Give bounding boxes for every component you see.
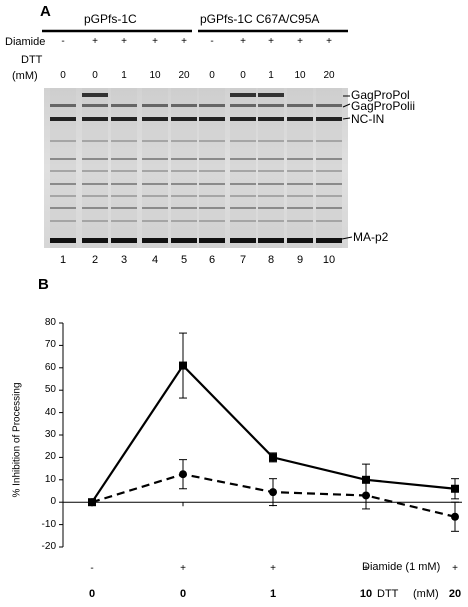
panel-b-label: B: [38, 276, 49, 293]
y-tick-label: -10: [41, 518, 56, 530]
lane-diamide-sign: +: [92, 36, 98, 47]
lane-diamide-sign: +: [240, 36, 246, 47]
chart-diamide-row-label: Diamide (1 mM): [362, 561, 441, 573]
y-tick-label: 0: [50, 496, 56, 508]
lane-dtt-value: 0: [240, 70, 246, 81]
lane-dtt-value: 0: [209, 70, 215, 81]
lane-diamide-sign: +: [326, 36, 332, 47]
chart-diamide-sign: +: [180, 563, 186, 574]
lane-dtt-value: 20: [323, 70, 335, 81]
lane-dtt-value: 20: [178, 70, 190, 81]
lane-diamide-sign: +: [152, 36, 158, 47]
lane-diamide-sign: +: [121, 36, 127, 47]
lane-number: 10: [322, 254, 336, 266]
data-point-square: [179, 361, 187, 370]
gel-lane: [111, 88, 137, 248]
y-axis-label: % Inhibition of Processing: [11, 382, 23, 498]
gel-lane: [82, 88, 108, 248]
band-label-gagpropol: GagProPol: [351, 88, 410, 102]
chart-dtt-value: 1: [269, 588, 277, 600]
chart-dtt-value: 10: [359, 588, 373, 600]
lane-number: 7: [239, 254, 247, 266]
band-label-ma-p2: MA-p2: [353, 230, 389, 244]
lane-number: 6: [208, 254, 216, 266]
y-tick-label: 40: [44, 406, 56, 418]
y-tick-label: 50: [44, 384, 56, 396]
lane-dtt-value: 1: [268, 70, 274, 81]
data-point-square: [269, 453, 277, 462]
dtt-unit-label: (mM): [12, 70, 38, 82]
y-tick-label: 20: [44, 451, 56, 463]
lane-number: 8: [267, 254, 275, 266]
lane-number: 1: [59, 254, 67, 266]
gel-lane: [316, 88, 342, 248]
gel-lane: [199, 88, 225, 248]
lane-diamide-sign: -: [61, 36, 65, 47]
band-label-gagpropolii: GagProPolii: [351, 99, 416, 113]
lane-number: 4: [151, 254, 159, 266]
gel-lane: [258, 88, 284, 248]
lane-diamide-sign: -: [210, 36, 214, 47]
data-point-circle: [269, 488, 277, 497]
gel-lane: [230, 88, 256, 248]
lane-dtt-value: 10: [294, 70, 306, 81]
chart-diamide-sign: -: [90, 563, 94, 574]
chart-dtt-row-label: DTT: [377, 588, 399, 600]
lane-number: 2: [91, 254, 99, 266]
construct-right-label: pGPfs-1C C67A/C95A: [200, 12, 320, 26]
lane-number: 5: [180, 254, 188, 266]
data-point-circle: [88, 498, 96, 507]
lane-diamide-sign: +: [268, 36, 274, 47]
panel-a-label: A: [40, 3, 51, 20]
y-tick-label: -20: [41, 541, 56, 552]
lane-dtt-value: 0: [92, 70, 98, 81]
band-label-nc-in: NC-IN: [351, 112, 385, 126]
y-tick-label: 30: [44, 429, 56, 440]
chart-diamide-sign: +: [452, 563, 458, 574]
chart-dtt-value: 0: [179, 588, 187, 600]
y-tick-label: 70: [44, 339, 56, 351]
lane-dtt-value: 1: [121, 70, 127, 81]
lane-number: 9: [296, 254, 304, 266]
diamide-row-label: Diamide: [5, 36, 46, 48]
dtt-row-label: DTT: [21, 54, 43, 66]
chart-dtt-value: 20: [448, 588, 462, 600]
gel-lane: [142, 88, 168, 248]
gel-lane: [171, 88, 197, 248]
y-tick-label: 10: [44, 473, 56, 485]
construct-left-label: pGPfs-1C: [84, 12, 137, 26]
data-point-circle: [451, 512, 459, 521]
data-point-circle: [362, 491, 370, 500]
lane-dtt-value: 0: [60, 70, 66, 81]
data-point-circle: [179, 470, 187, 479]
data-point-square: [362, 475, 370, 484]
chart-dtt-value: 0: [88, 588, 96, 600]
data-point-square: [451, 484, 459, 493]
chart-diamide-sign: +: [363, 563, 369, 574]
chart-diamide-sign: +: [270, 563, 276, 574]
gel-lane: [50, 88, 76, 248]
y-tick-label: 60: [44, 361, 56, 373]
lane-diamide-sign: +: [297, 36, 303, 47]
lane-dtt-value: 10: [149, 70, 161, 81]
gel-lane: [287, 88, 313, 248]
y-tick-label: 80: [44, 317, 56, 328]
lane-diamide-sign: +: [181, 36, 187, 47]
chart-dtt-unit-label: (mM): [413, 588, 439, 600]
lane-number: 3: [120, 254, 128, 266]
